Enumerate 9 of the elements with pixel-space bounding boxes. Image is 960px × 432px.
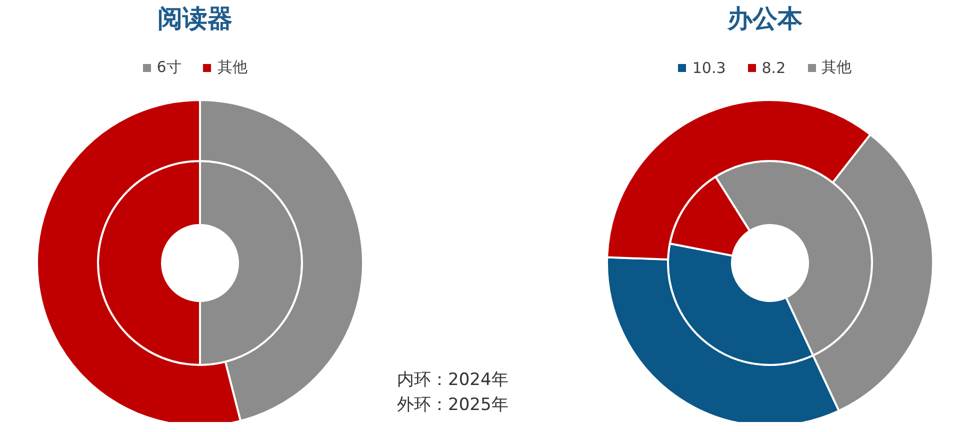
- text: 内环：2024年: [397, 369, 508, 392]
- legend-label: 其他: [217, 58, 248, 77]
- text: 外环：2025年: [397, 394, 508, 417]
- legend-label: 8.2: [762, 58, 786, 76]
- chart-title: 阅读器: [156, 3, 234, 35]
- legend-label: 其他: [822, 58, 852, 77]
- legend-label: 10.3: [692, 58, 726, 76]
- legend-label: 6寸: [156, 58, 182, 77]
- chart-title: 办公本: [726, 3, 804, 35]
